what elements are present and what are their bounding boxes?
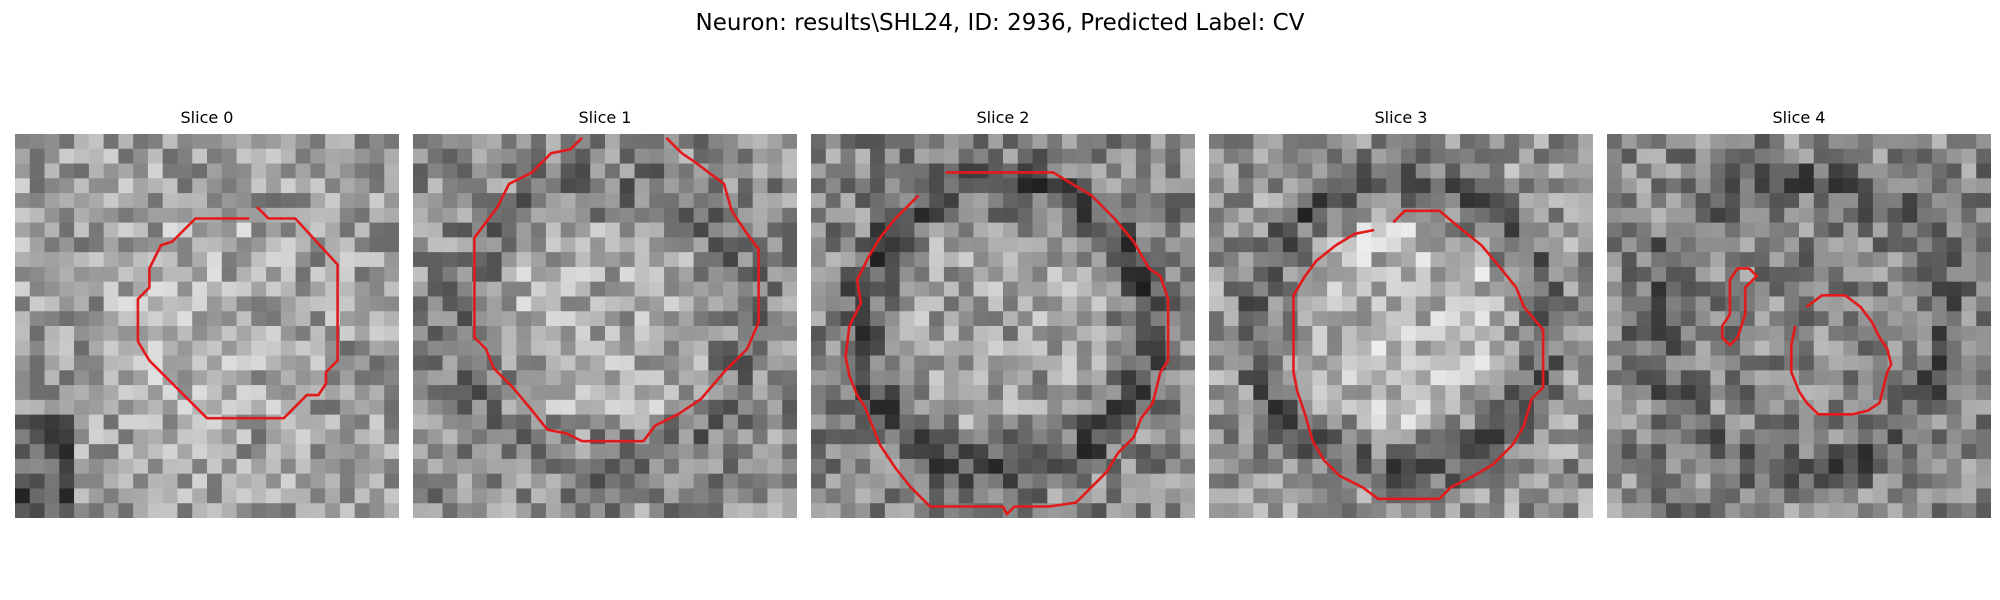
slice-2-title: Slice 2 [976,108,1030,127]
figure-title: Neuron: results\SHL24, ID: 2936, Predict… [695,10,1305,36]
slice-3-texture [1209,134,1593,518]
slice-3-image [1209,134,1593,518]
slice-2-svg [811,134,1195,518]
slice-2-texture [811,134,1195,518]
slice-4-title: Slice 4 [1772,108,1826,127]
slice-3-contour-0 [1292,209,1545,501]
slice-4-contour-1 [1790,294,1893,416]
slice-1-image [413,134,797,518]
slice-0-svg [15,134,399,518]
slice-0-image [15,134,399,518]
slice-4-contour-0 [1720,267,1759,347]
slice-3-title: Slice 3 [1374,108,1428,127]
slice-0-texture [15,134,399,518]
slice-2-contour-0 [844,171,1170,516]
slice-4-image [1607,134,1991,518]
slice-4-texture [1607,134,1991,518]
slice-1-svg [413,134,797,518]
slice-0-contour-0 [136,206,339,420]
slice-3-svg [1209,134,1593,518]
slice-2-image [811,134,1195,518]
slice-1-title: Slice 1 [578,108,632,127]
slice-1-contour-0 [473,136,760,443]
slice-1-texture [413,134,797,518]
slice-4-svg [1607,134,1991,518]
slice-0-title: Slice 0 [180,108,234,127]
